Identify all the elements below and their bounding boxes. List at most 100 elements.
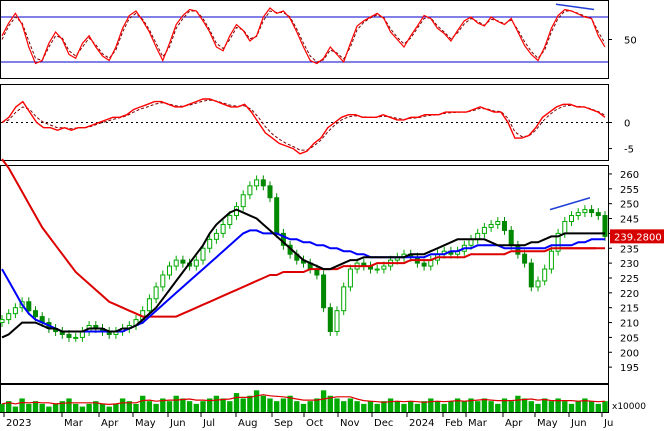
volume-bar: [267, 398, 273, 412]
candle-body: [180, 259, 186, 264]
candle-body: [542, 268, 548, 282]
candle-body: [0, 319, 5, 324]
price-ytick-label-245: 245: [620, 215, 639, 226]
volume-bar: [200, 401, 206, 412]
volume-bar: [347, 398, 354, 412]
candle-body: [334, 310, 340, 332]
volume-bar: [153, 403, 159, 412]
volume-bar: [79, 406, 86, 412]
candle-body: [555, 232, 561, 252]
volume-bar: [528, 401, 534, 412]
volume-bar: [562, 401, 568, 412]
volume-bar: [99, 403, 106, 412]
x-tick-label-7: Sep: [274, 418, 293, 429]
volume-unit-label: x10000: [612, 402, 646, 412]
candle-body: [528, 262, 534, 288]
volume-bar: [19, 398, 25, 412]
x-tick-label-13: Mar: [468, 418, 488, 429]
price-ytick-label-215: 215: [620, 304, 639, 315]
candle-body: [548, 250, 554, 270]
volume-bar: [414, 403, 421, 412]
x-tick-label-8: Oct: [306, 418, 323, 429]
volume-bar: [73, 403, 79, 412]
volume-bar: [408, 401, 414, 412]
volume-bar: [106, 406, 112, 412]
volume-bar: [140, 395, 146, 412]
volume-bar: [294, 401, 300, 412]
volume-bar: [260, 395, 266, 412]
candle-body: [160, 274, 166, 288]
candle-body: [562, 221, 568, 234]
middle-ytick-label-0: 0: [624, 119, 630, 130]
volume-bar: [119, 398, 126, 412]
candle-body: [374, 268, 380, 271]
top-ytick-label-50: 50: [624, 36, 637, 47]
candle-body: [321, 274, 327, 309]
volume-bar: [454, 398, 461, 412]
volume-bar: [287, 395, 293, 412]
volume-bar: [173, 395, 179, 412]
volume-bar: [548, 401, 555, 412]
volume-bar: [481, 398, 488, 412]
x-tick-label-16: Jun: [570, 418, 587, 429]
volume-bar: [428, 398, 434, 412]
volume-bar: [367, 401, 374, 412]
top-main-line: [1, 7, 606, 65]
volume-bar: [468, 398, 474, 412]
candle-body: [535, 280, 541, 288]
volume-bar: [126, 401, 132, 412]
candle-body: [495, 221, 501, 225]
volume-bar: [0, 403, 5, 412]
candle-body: [421, 262, 427, 267]
candle-body: [254, 179, 260, 187]
price-layer: 195 200 205 210 215 220 225 230 235 245 250 255 260 2…: [0, 158, 664, 374]
volume-layer: x10000: [0, 390, 646, 412]
middle-main-line: [1, 98, 606, 155]
candle-body: [347, 268, 353, 288]
volume-bar: [582, 398, 588, 412]
x-tick-label-5: Jul: [202, 418, 215, 429]
volume-bar: [387, 398, 394, 412]
candle-body: [381, 265, 387, 270]
oscillator-top-layer: 50: [1, 3, 637, 65]
volume-bar: [39, 403, 45, 412]
volume-bar: [193, 403, 199, 412]
volume-bar: [441, 403, 447, 412]
volume-bar: [421, 401, 427, 412]
candle-body: [26, 301, 32, 312]
x-tick-label-4: Jun: [169, 418, 186, 429]
candle-body: [582, 209, 588, 214]
top-trend-line: [555, 3, 595, 11]
price-ytick-label-220: 220: [620, 289, 639, 300]
candle-body: [240, 194, 246, 208]
volume-bar: [394, 401, 400, 412]
volume-bar: [488, 401, 494, 412]
price-ytick-label-205: 205: [620, 333, 639, 344]
x-axis-layer: 2023 Mar Apr May Jun Jul Aug Sep Oct Nov Dec 2024 Fe…: [3, 413, 613, 429]
ma-long-line: [1, 158, 605, 318]
volume-bar: [227, 401, 233, 412]
candle-body: [522, 253, 528, 264]
x-tick-label-11: 2024: [409, 418, 434, 429]
candle-body: [207, 238, 213, 249]
volume-bar: [555, 398, 561, 412]
volume-bar: [207, 398, 213, 412]
volume-bar: [160, 398, 166, 412]
volume-bar: [568, 403, 575, 412]
volume-bar: [59, 401, 65, 412]
volume-bar: [327, 395, 333, 412]
volume-bar: [475, 401, 481, 412]
volume-bar: [434, 401, 441, 412]
candle-body: [6, 313, 12, 321]
volume-bar: [93, 401, 99, 412]
candle-body: [488, 223, 494, 228]
volume-bar: [320, 390, 327, 412]
volume-bar: [46, 406, 52, 412]
candle-body: [220, 223, 226, 234]
candle-body: [153, 286, 159, 300]
volume-bar: [542, 398, 548, 412]
x-tick-label-9: Nov: [340, 418, 360, 429]
candle-body: [200, 247, 206, 261]
volume-bar: [575, 401, 581, 412]
volume-bar: [341, 401, 347, 412]
